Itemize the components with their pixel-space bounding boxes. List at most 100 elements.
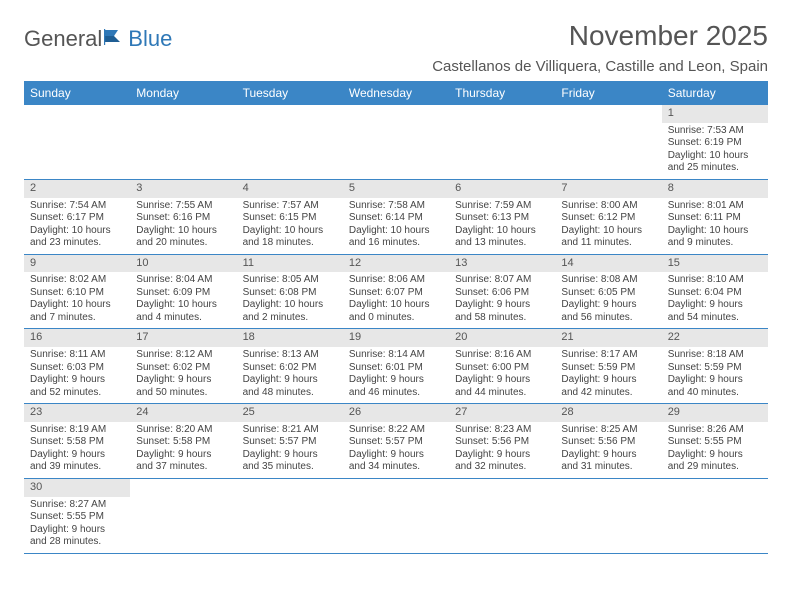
sunrise-text: Sunrise: 8:06 AM — [349, 274, 443, 287]
day-cell: 17Sunrise: 8:12 AMSunset: 6:02 PMDayligh… — [130, 329, 236, 404]
day-number: 12 — [343, 255, 449, 273]
day-number — [555, 105, 661, 109]
daylight-text: Daylight: 9 hours and 40 minutes. — [668, 374, 762, 399]
sunrise-text: Sunrise: 8:16 AM — [455, 349, 549, 362]
day-number: 3 — [130, 180, 236, 198]
day-details: Sunrise: 8:27 AMSunset: 5:55 PMDaylight:… — [24, 497, 130, 553]
day-details: Sunrise: 8:16 AMSunset: 6:00 PMDaylight:… — [449, 347, 555, 403]
sunset-text: Sunset: 6:10 PM — [30, 287, 124, 300]
day-number: 29 — [662, 404, 768, 422]
day-cell — [555, 105, 661, 179]
day-cell: 18Sunrise: 8:13 AMSunset: 6:02 PMDayligh… — [237, 329, 343, 404]
logo: General Blue — [24, 20, 172, 52]
day-details: Sunrise: 8:19 AMSunset: 5:58 PMDaylight:… — [24, 422, 130, 478]
day-cell: 29Sunrise: 8:26 AMSunset: 5:55 PMDayligh… — [662, 404, 768, 479]
sunset-text: Sunset: 6:09 PM — [136, 287, 230, 300]
day-details: Sunrise: 8:17 AMSunset: 5:59 PMDaylight:… — [555, 347, 661, 403]
day-number: 4 — [237, 180, 343, 198]
day-cell — [449, 105, 555, 179]
sunrise-text: Sunrise: 8:26 AM — [668, 424, 762, 437]
sunset-text: Sunset: 6:17 PM — [30, 212, 124, 225]
day-cell: 24Sunrise: 8:20 AMSunset: 5:58 PMDayligh… — [130, 404, 236, 479]
day-details: Sunrise: 8:06 AMSunset: 6:07 PMDaylight:… — [343, 272, 449, 328]
sunrise-text: Sunrise: 8:00 AM — [561, 200, 655, 213]
sunrise-text: Sunrise: 8:05 AM — [243, 274, 337, 287]
day-cell — [449, 478, 555, 553]
day-cell — [343, 105, 449, 179]
day-number: 6 — [449, 180, 555, 198]
sunset-text: Sunset: 6:06 PM — [455, 287, 549, 300]
header: General Blue November 2025 Castellanos d… — [24, 20, 768, 75]
sunset-text: Sunset: 5:56 PM — [561, 436, 655, 449]
daylight-text: Daylight: 10 hours and 13 minutes. — [455, 225, 549, 250]
day-number: 17 — [130, 329, 236, 347]
day-cell: 27Sunrise: 8:23 AMSunset: 5:56 PMDayligh… — [449, 404, 555, 479]
day-number: 18 — [237, 329, 343, 347]
daylight-text: Daylight: 10 hours and 25 minutes. — [668, 150, 762, 175]
daylight-text: Daylight: 9 hours and 48 minutes. — [243, 374, 337, 399]
sunrise-text: Sunrise: 8:12 AM — [136, 349, 230, 362]
daylight-text: Daylight: 9 hours and 34 minutes. — [349, 449, 443, 474]
day-details: Sunrise: 7:53 AMSunset: 6:19 PMDaylight:… — [662, 123, 768, 179]
sunrise-text: Sunrise: 8:19 AM — [30, 424, 124, 437]
daylight-text: Daylight: 9 hours and 42 minutes. — [561, 374, 655, 399]
day-details: Sunrise: 7:59 AMSunset: 6:13 PMDaylight:… — [449, 198, 555, 254]
sunrise-text: Sunrise: 7:57 AM — [243, 200, 337, 213]
page-title: November 2025 — [432, 20, 768, 52]
sunset-text: Sunset: 6:12 PM — [561, 212, 655, 225]
daylight-text: Daylight: 9 hours and 28 minutes. — [30, 524, 124, 549]
sunset-text: Sunset: 6:13 PM — [455, 212, 549, 225]
day-number: 11 — [237, 255, 343, 273]
daylight-text: Daylight: 10 hours and 0 minutes. — [349, 299, 443, 324]
sunset-text: Sunset: 6:02 PM — [136, 362, 230, 375]
week-row: 1Sunrise: 7:53 AMSunset: 6:19 PMDaylight… — [24, 105, 768, 179]
day-details: Sunrise: 8:05 AMSunset: 6:08 PMDaylight:… — [237, 272, 343, 328]
flag-icon — [104, 26, 126, 52]
daylight-text: Daylight: 9 hours and 56 minutes. — [561, 299, 655, 324]
day-number — [237, 479, 343, 483]
day-details: Sunrise: 7:58 AMSunset: 6:14 PMDaylight:… — [343, 198, 449, 254]
daylight-text: Daylight: 10 hours and 16 minutes. — [349, 225, 443, 250]
day-cell: 6Sunrise: 7:59 AMSunset: 6:13 PMDaylight… — [449, 179, 555, 254]
day-details: Sunrise: 8:14 AMSunset: 6:01 PMDaylight:… — [343, 347, 449, 403]
day-details: Sunrise: 8:13 AMSunset: 6:02 PMDaylight:… — [237, 347, 343, 403]
col-monday: Monday — [130, 81, 236, 105]
sunset-text: Sunset: 5:57 PM — [243, 436, 337, 449]
day-number: 8 — [662, 180, 768, 198]
daylight-text: Daylight: 9 hours and 44 minutes. — [455, 374, 549, 399]
sunrise-text: Sunrise: 8:02 AM — [30, 274, 124, 287]
day-details: Sunrise: 8:18 AMSunset: 5:59 PMDaylight:… — [662, 347, 768, 403]
sunset-text: Sunset: 6:05 PM — [561, 287, 655, 300]
sunrise-text: Sunrise: 8:18 AM — [668, 349, 762, 362]
daylight-text: Daylight: 10 hours and 2 minutes. — [243, 299, 337, 324]
day-cell — [130, 105, 236, 179]
day-cell: 7Sunrise: 8:00 AMSunset: 6:12 PMDaylight… — [555, 179, 661, 254]
sunset-text: Sunset: 6:07 PM — [349, 287, 443, 300]
day-number — [130, 105, 236, 109]
day-cell — [237, 105, 343, 179]
day-cell: 15Sunrise: 8:10 AMSunset: 6:04 PMDayligh… — [662, 254, 768, 329]
daylight-text: Daylight: 9 hours and 37 minutes. — [136, 449, 230, 474]
sunset-text: Sunset: 6:02 PM — [243, 362, 337, 375]
title-block: November 2025 Castellanos de Villiquera,… — [432, 20, 768, 75]
daylight-text: Daylight: 9 hours and 58 minutes. — [455, 299, 549, 324]
day-cell: 19Sunrise: 8:14 AMSunset: 6:01 PMDayligh… — [343, 329, 449, 404]
sunset-text: Sunset: 6:00 PM — [455, 362, 549, 375]
col-friday: Friday — [555, 81, 661, 105]
day-number: 27 — [449, 404, 555, 422]
day-details: Sunrise: 8:12 AMSunset: 6:02 PMDaylight:… — [130, 347, 236, 403]
sunrise-text: Sunrise: 7:53 AM — [668, 125, 762, 138]
sunset-text: Sunset: 6:08 PM — [243, 287, 337, 300]
day-number: 19 — [343, 329, 449, 347]
daylight-text: Daylight: 9 hours and 29 minutes. — [668, 449, 762, 474]
week-row: 23Sunrise: 8:19 AMSunset: 5:58 PMDayligh… — [24, 404, 768, 479]
day-cell: 2Sunrise: 7:54 AMSunset: 6:17 PMDaylight… — [24, 179, 130, 254]
day-number: 5 — [343, 180, 449, 198]
day-number — [343, 479, 449, 483]
sunrise-text: Sunrise: 8:04 AM — [136, 274, 230, 287]
sunrise-text: Sunrise: 8:13 AM — [243, 349, 337, 362]
day-number — [130, 479, 236, 483]
day-details: Sunrise: 8:08 AMSunset: 6:05 PMDaylight:… — [555, 272, 661, 328]
day-cell: 3Sunrise: 7:55 AMSunset: 6:16 PMDaylight… — [130, 179, 236, 254]
day-cell: 1Sunrise: 7:53 AMSunset: 6:19 PMDaylight… — [662, 105, 768, 179]
